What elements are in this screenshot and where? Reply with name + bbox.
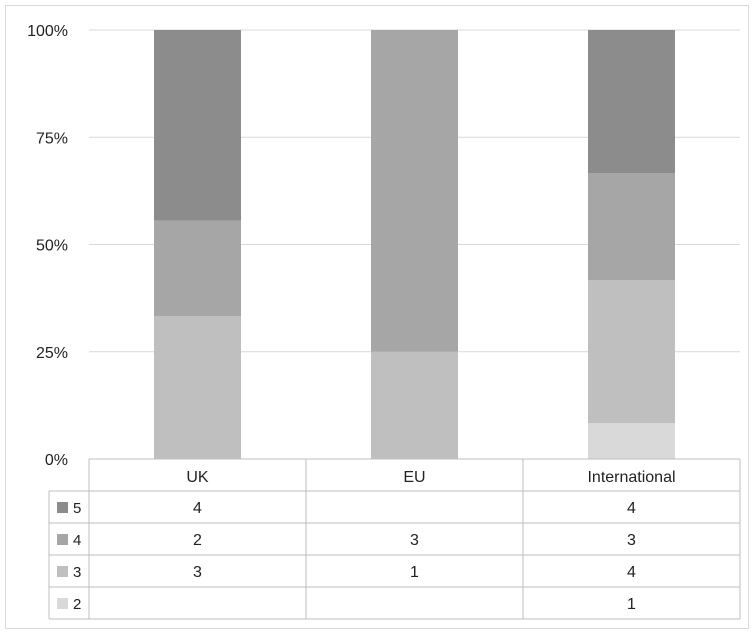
table-header-cell: EU (403, 469, 425, 486)
data-table: UK EU International 5 4 4 4 2 3 3 3 3 1 4 2 1 (49, 459, 740, 619)
bar-segment (588, 280, 675, 423)
legend-label: 4 (73, 532, 81, 549)
bar-segment (154, 316, 241, 459)
bar-segment (588, 173, 675, 280)
bar-segment (371, 352, 458, 459)
table-header-cell: International (587, 469, 675, 486)
y-tick-label: 100% (27, 23, 68, 40)
table-value-cell: 2 (193, 532, 202, 549)
table-value-cell: 3 (410, 532, 419, 549)
bar-segment (588, 423, 675, 459)
legend-swatch (57, 598, 68, 609)
table-value-cell: 1 (410, 564, 419, 581)
bar-segment (371, 30, 458, 352)
legend-swatch (57, 502, 68, 513)
bar-segment (154, 221, 241, 316)
bar-segment (154, 30, 241, 221)
y-tick-label: 75% (36, 130, 68, 147)
bars (154, 30, 675, 459)
y-tick-label: 25% (36, 345, 68, 362)
legend-swatch (57, 534, 68, 545)
y-tick-label: 50% (36, 238, 68, 255)
table-value-cell: 4 (193, 500, 202, 517)
legend-swatch (57, 566, 68, 577)
legend-label: 3 (73, 564, 81, 581)
bar-segment (588, 30, 675, 173)
legend-label: 5 (73, 500, 81, 517)
table-value-cell: 4 (627, 564, 636, 581)
table-value-cell: 3 (627, 532, 636, 549)
table-header-cell: UK (186, 469, 209, 486)
y-axis-tick-labels: 0% 25% 50% 75% 100% (27, 23, 68, 469)
table-value-cell: 3 (193, 564, 202, 581)
table-value-cell: 4 (627, 500, 636, 517)
legend-label: 2 (73, 596, 81, 613)
y-tick-label: 0% (45, 452, 68, 469)
table-value-cell: 1 (627, 596, 636, 613)
